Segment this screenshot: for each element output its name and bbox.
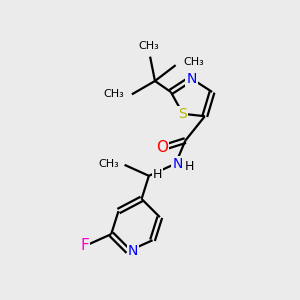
Text: CH₃: CH₃: [139, 41, 159, 51]
Text: H: H: [153, 168, 162, 181]
Text: N: N: [186, 72, 197, 86]
Text: S: S: [178, 107, 187, 121]
Text: CH₃: CH₃: [104, 89, 124, 99]
Text: CH₃: CH₃: [98, 159, 119, 169]
Text: N: N: [128, 244, 138, 258]
Text: F: F: [80, 238, 89, 253]
Text: H: H: [184, 160, 194, 172]
Text: O: O: [156, 140, 168, 155]
Text: CH₃: CH₃: [183, 56, 204, 67]
Text: N: N: [172, 157, 183, 171]
